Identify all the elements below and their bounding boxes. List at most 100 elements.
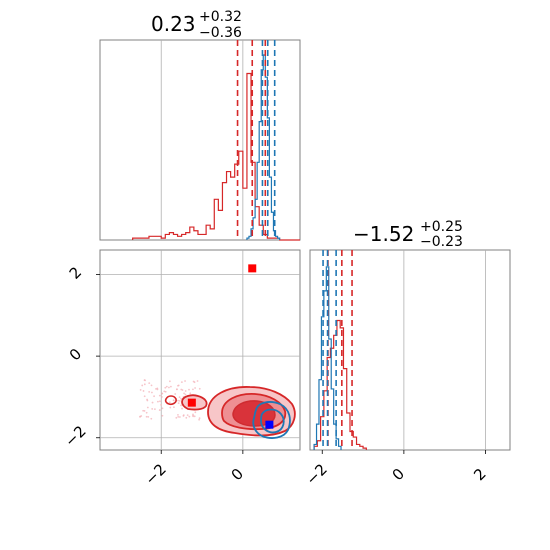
scatter-point	[186, 414, 189, 417]
x-tick-labels: −2 0 2	[303, 450, 490, 489]
scatter-point	[177, 399, 179, 402]
panel-frame	[99, 249, 301, 451]
scatter-point	[158, 409, 161, 411]
scatter-point	[145, 411, 148, 414]
scatter-point	[184, 393, 187, 396]
scatter-point	[168, 380, 171, 383]
scatter-point	[143, 383, 146, 386]
scatter-point	[144, 379, 146, 382]
scatter-point	[151, 401, 154, 404]
x-tick-labels: −2 0	[142, 450, 247, 489]
title-param-2-sub: −0.23	[420, 234, 463, 250]
gridlines	[403, 250, 486, 450]
scatter-point	[198, 418, 201, 421]
scatter-point	[194, 387, 196, 389]
scatter-point	[180, 381, 183, 384]
scatter-point	[182, 415, 185, 417]
scatter-point	[160, 403, 162, 406]
scatter-point	[183, 392, 185, 395]
scatter-point	[159, 400, 161, 403]
x-tick-label: 0	[389, 465, 408, 484]
scatter-point	[177, 413, 179, 416]
scatter-point	[161, 392, 163, 395]
markers	[187, 264, 274, 429]
x-tick-label: −2	[142, 460, 170, 488]
joint-panel: 2 0 −2 −2 0	[61, 249, 301, 489]
scatter-point	[192, 388, 194, 391]
scatter-point	[158, 394, 161, 397]
scatter-point	[168, 386, 170, 389]
scatter-point	[192, 380, 195, 383]
scatter-point	[180, 388, 183, 391]
scatter-point	[173, 406, 175, 409]
y-tick-label: 0	[66, 345, 85, 364]
scatter-point	[150, 384, 153, 387]
title-param-1-sub: −0.36	[199, 25, 242, 41]
histograms	[313, 266, 367, 450]
scatter-point	[192, 415, 195, 418]
scatter-point	[177, 402, 180, 404]
scatter-point	[139, 389, 142, 391]
blue-contour-inner	[260, 408, 285, 434]
scatter-point	[146, 406, 149, 409]
scatter-point	[145, 415, 148, 418]
scatter-point	[148, 391, 151, 393]
title-param-2: −1.52 +0.25 −0.23	[353, 219, 463, 250]
scatter-point	[142, 409, 145, 412]
red-marker	[187, 398, 196, 407]
scatter-point	[178, 416, 181, 418]
red-contour-inner	[232, 400, 276, 427]
scatter-point	[169, 406, 172, 409]
scatter-point	[164, 390, 167, 393]
scatter-point	[153, 395, 155, 398]
scatter-point	[198, 387, 201, 390]
scatter-point	[192, 413, 194, 416]
blue-contours	[252, 401, 291, 439]
scatter-point	[181, 407, 183, 410]
scatter-point	[164, 386, 167, 389]
histogram-panel-param-2: −2 0 2	[303, 249, 511, 489]
red-histogram	[313, 319, 367, 450]
scatter-point	[147, 415, 150, 418]
title-param-1: 0.23 +0.32 −0.36	[151, 9, 242, 41]
scatter-point	[198, 417, 201, 420]
scatter-point	[177, 415, 180, 418]
blue-marker	[265, 420, 274, 429]
title-param-2-main: −1.52	[353, 222, 414, 246]
y-tick-label: 2	[66, 263, 85, 282]
scatter-point	[151, 391, 153, 394]
scatter-point	[184, 380, 186, 382]
x-tick-label: 2	[470, 465, 489, 484]
scatter-point	[169, 385, 172, 388]
scatter-point	[177, 384, 180, 387]
scatter-point	[180, 404, 182, 407]
title-param-2-sup: +0.25	[420, 219, 463, 235]
scatter-point	[175, 416, 178, 419]
title-param-1-sup: +0.32	[199, 9, 242, 25]
scatter-point	[185, 416, 188, 419]
scatter-point	[194, 411, 197, 414]
red-marker	[248, 264, 257, 273]
scatter-point	[189, 392, 192, 395]
x-tick-label: −2	[303, 460, 331, 488]
scatter-point	[141, 384, 144, 387]
panel-frame	[99, 39, 301, 241]
scatter-point	[161, 414, 164, 417]
scatter-point	[163, 390, 166, 393]
scatter-point	[178, 399, 181, 402]
scatter-point	[196, 380, 199, 382]
scatter-point	[143, 410, 146, 412]
scatter-point	[153, 408, 156, 411]
y-tick-labels: 2 0 −2	[61, 263, 100, 450]
scatter-point	[193, 415, 196, 418]
panel-frame	[309, 249, 511, 451]
scatter-point	[161, 407, 164, 410]
scatter-point	[142, 390, 145, 392]
scatter-point	[188, 415, 191, 418]
scatter-point	[146, 398, 149, 401]
gridlines	[160, 40, 244, 240]
scatter-point	[174, 393, 177, 395]
scatter-point	[157, 400, 159, 403]
scatter-point	[140, 415, 143, 417]
